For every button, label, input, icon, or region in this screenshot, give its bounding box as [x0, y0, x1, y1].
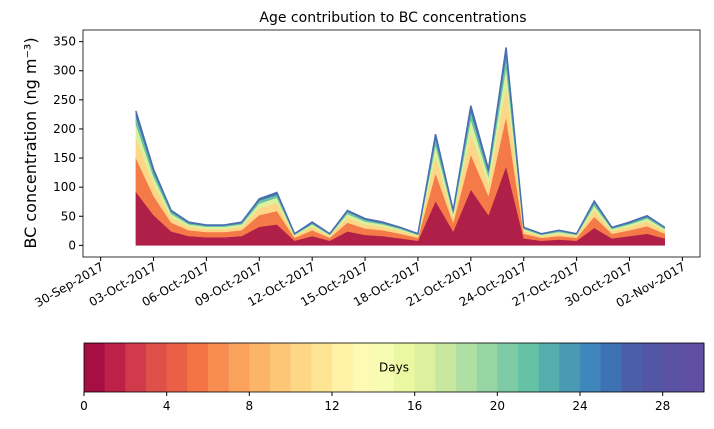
- colorbar-tick-label: 12: [324, 399, 339, 413]
- colorbar-bin: [414, 343, 436, 392]
- area: [135, 55, 665, 236]
- colorbar-bin: [559, 343, 581, 392]
- top-line: [135, 47, 666, 235]
- colorbar-tick-label: 20: [490, 399, 505, 413]
- colorbar-tick-label: 4: [163, 399, 171, 413]
- colorbar-bin: [600, 343, 622, 392]
- colorbar-bin: [394, 343, 416, 392]
- y-tick-label: 200: [53, 122, 76, 136]
- colorbar-bin: [476, 343, 498, 392]
- y-tick-label: 350: [53, 35, 76, 49]
- colorbar-bin: [270, 343, 292, 392]
- y-axis-label: BC concentration (ng m⁻³): [21, 37, 40, 248]
- y-tick-label: 300: [53, 64, 76, 78]
- y-tick-label: 250: [53, 93, 76, 107]
- colorbar-bin: [84, 343, 106, 392]
- chart-title: Age contribution to BC concentrations: [259, 10, 526, 26]
- y-tick-label: 100: [53, 180, 76, 194]
- colorbar-tick-label: 16: [407, 399, 422, 413]
- area: [135, 67, 665, 237]
- colorbar-tick-label: 8: [246, 399, 254, 413]
- colorbar-tick-label: 0: [80, 399, 88, 413]
- colorbar-bin: [538, 343, 560, 392]
- colorbar-bin: [683, 343, 705, 392]
- colorbar-bin: [166, 343, 188, 392]
- y-tick-label: 150: [53, 151, 76, 165]
- y-tick-label: 0: [68, 238, 76, 252]
- colorbar-bin: [125, 343, 147, 392]
- colorbar-tick-label: 24: [572, 399, 587, 413]
- colorbar-bin: [290, 343, 312, 392]
- colorbar-bin: [187, 343, 209, 392]
- colorbar-bin: [497, 343, 519, 392]
- colorbar-bin: [518, 343, 540, 392]
- colorbar-label: Days: [379, 361, 409, 375]
- area: [135, 47, 665, 235]
- colorbar-bin: [580, 343, 602, 392]
- colorbar-bin: [373, 343, 395, 392]
- colorbar-bin: [662, 343, 684, 392]
- colorbar-bin: [621, 343, 643, 392]
- plot-frame: [82, 29, 701, 258]
- colorbar-bin: [146, 343, 168, 392]
- colorbar-bin: [249, 343, 271, 392]
- colorbar-bin: [332, 343, 354, 392]
- colorbar-frame: [83, 342, 705, 393]
- colorbar-bin: [208, 343, 230, 392]
- colorbar-bin: [456, 343, 478, 392]
- colorbar-bin: [311, 343, 333, 392]
- area: [135, 86, 665, 239]
- colorbar-bin: [352, 343, 374, 392]
- colorbar-bin: [104, 343, 126, 392]
- colorbar-bin: [435, 343, 457, 392]
- y-tick-label: 50: [61, 209, 76, 223]
- colorbar-tick-label: 28: [655, 399, 670, 413]
- colorbar-bin: [228, 343, 250, 392]
- colorbar-bin: [642, 343, 664, 392]
